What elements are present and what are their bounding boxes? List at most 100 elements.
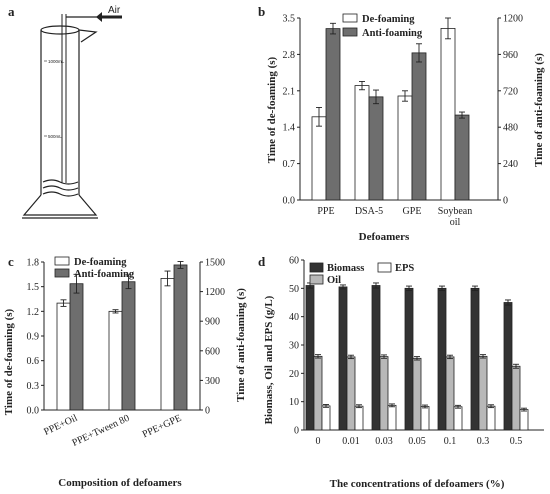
bar-biomass-0-01 [338, 286, 348, 431]
y-axis-title: Biomass, Oil and EPS (g/L) [263, 295, 275, 424]
x-tick-label-ppe-tween-80: PPE+Tween 80 [71, 413, 132, 449]
bar-oil-0-1 [445, 356, 455, 431]
y-tick-label-right: 900 [205, 317, 220, 328]
y-tick-label-left: 60 [289, 256, 299, 267]
bar-anti-foaming-ppe-oil [69, 283, 84, 411]
bar-de-foaming-ppe-oil [56, 302, 71, 411]
foam-wave-3 [42, 191, 79, 197]
cylinder-rim [40, 25, 80, 35]
mark-500ml: 500mL [48, 134, 62, 139]
x-tick-label-ppe-oil: PPE+Oil [42, 413, 79, 438]
y-tick-label-left: 20 [289, 369, 299, 380]
y-tick-label-left: 0.3 [27, 381, 40, 392]
bar-anti-foaming-ppe [325, 28, 341, 201]
bar-eps-0-1 [453, 406, 463, 431]
bar-anti-foaming-gpe [411, 52, 427, 201]
legend-label-anti-foaming: Anti-foaming [74, 269, 135, 280]
bar-biomass-0-1 [437, 287, 447, 431]
y-tick-label-right: 0 [205, 406, 210, 417]
x-axis-title: The concentrations of defoamers (%) [330, 478, 505, 490]
bar-biomass-0-03 [371, 285, 381, 431]
bar-oil-0 [313, 355, 323, 431]
x-tick-label-0-1: 0.1 [444, 436, 457, 447]
y-tick-label-left: 1.2 [27, 307, 40, 318]
x-tick-label-soybean-oil: Soybean oil [438, 206, 472, 228]
y-tick-label-left: 2.1 [283, 86, 296, 97]
x-axis-title: Composition of defoamers [58, 477, 182, 489]
x-axis-title: Defoamers [359, 231, 410, 243]
graduated-cylinder-drawing [22, 14, 98, 219]
y-tick-label-right: 1200 [205, 287, 225, 298]
bar-eps-0-03 [387, 404, 397, 431]
panel-b-chart: b Time of de-foaming (s) Time of anti-fo… [258, 4, 545, 243]
bar-de-foaming-ppe-gpe [160, 278, 175, 411]
y-tick-label-left: 1.4 [283, 123, 296, 134]
y-tick-label-right: 0 [503, 196, 508, 207]
x-tick-label-0-01: 0.01 [342, 436, 360, 447]
air-inlet-arrow [66, 12, 122, 22]
legend-label-de-foaming: De-foaming [74, 257, 127, 268]
bar-biomass-0-05 [404, 287, 414, 431]
legend-swatch-biomass [309, 262, 324, 273]
bar-eps-0-5 [519, 409, 529, 431]
y-tick-label-right: 600 [205, 346, 220, 357]
legend-swatch-de-foaming [342, 13, 358, 23]
bar-eps-0-05 [420, 406, 430, 431]
bar-anti-foaming-ppe-tween-80 [121, 281, 136, 411]
legend-swatch-de-foaming [54, 256, 70, 266]
y-axis-title-left: Time of de-foaming (s) [3, 308, 15, 415]
y-tick-label-left: 0 [294, 426, 299, 437]
bar-anti-foaming-dsa-5 [368, 96, 384, 201]
legend: De-foaming Anti-foaming [54, 256, 135, 280]
legend-swatch-anti-foaming [342, 27, 358, 37]
bar-oil-0-05 [412, 357, 422, 431]
plot-area: 0.0 0.7 1.4 2.1 2.8 3.5 0 240 480 720 960 1200 PPE DS… [283, 14, 524, 229]
legend-label-biomass: Biomass [327, 263, 364, 274]
bar-de-foaming-ppe [311, 116, 327, 201]
bar-de-foaming-ppe-tween-80 [108, 310, 123, 411]
y-tick-label-left: 40 [289, 312, 299, 323]
panel-c-chart: c Time of de-foaming (s) Time of anti-fo… [3, 254, 247, 489]
bar-de-foaming-gpe [397, 95, 413, 201]
y-tick-label-left: 3.5 [283, 14, 296, 25]
bar-anti-foaming-ppe-gpe [173, 264, 188, 411]
legend-swatch-anti-foaming [54, 268, 70, 278]
bar-eps-0-01 [354, 405, 364, 431]
x-tick-label-ppe-gpe: PPE+GPE [141, 413, 184, 441]
y-tick-label-left: 0.7 [283, 159, 296, 170]
bar-oil-0-01 [346, 356, 356, 431]
y-tick-label-left: 1.5 [27, 282, 40, 293]
bar-de-foaming-dsa-5 [354, 85, 370, 201]
bar-biomass-0 [305, 285, 315, 431]
bar-eps-0 [321, 405, 331, 431]
bar-oil-0-5 [511, 365, 521, 431]
legend: Biomass Oil EPS [309, 262, 414, 286]
legend-label-de-foaming: De-foaming [362, 14, 415, 25]
foam-wave-2 [42, 185, 79, 191]
x-tick-label-gpe: GPE [403, 206, 422, 217]
y-tick-label-left: 10 [289, 397, 299, 408]
panel-letter-c: c [8, 254, 14, 269]
y-axis-title-right: Time of anti-foaming (s) [533, 53, 545, 167]
y-tick-label-left: 2.8 [283, 50, 296, 61]
y-tick-label-right: 1500 [205, 258, 225, 269]
x-tick-label-0: 0 [316, 436, 321, 447]
legend-label-oil: Oil [327, 275, 341, 286]
x-tick-label-0-03: 0.03 [375, 436, 393, 447]
x-tick-label-ppe: PPE [317, 206, 334, 217]
cylinder-spout [78, 29, 98, 43]
y-tick-label-right: 300 [205, 376, 220, 387]
x-tick-label-0-5: 0.5 [510, 436, 523, 447]
panel-letter-b: b [258, 4, 265, 19]
legend-swatch-oil [309, 274, 324, 285]
bar-eps-0-3 [486, 405, 496, 431]
y-tick-label-left: 0.9 [27, 332, 40, 343]
panel-a: a Air 1000mL 500mL [8, 4, 122, 219]
y-axis-title-right: Time of anti-foaming (s) [235, 288, 247, 402]
mark-1000ml: 1000mL [48, 59, 65, 64]
bar-oil-0-03 [379, 356, 389, 431]
x-tick-label-0-3: 0.3 [477, 436, 490, 447]
bar-oil-0-3 [478, 355, 488, 431]
cylinder-base [22, 194, 98, 216]
